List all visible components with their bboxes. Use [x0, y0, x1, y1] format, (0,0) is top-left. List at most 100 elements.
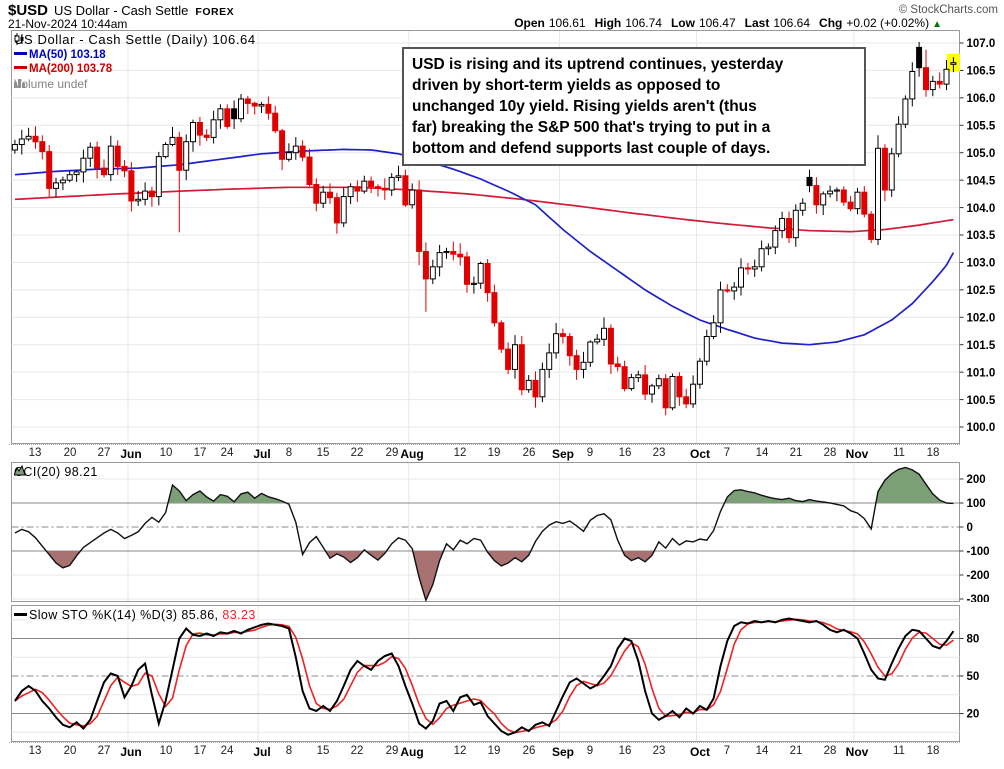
week-axis-label: 18: [926, 745, 940, 757]
week-axis-label: 24: [220, 745, 234, 757]
week-axis-label: 20: [63, 745, 77, 757]
week-axis-label: 16: [618, 745, 632, 757]
week-axis-label: 29: [385, 447, 399, 459]
week-axis-label: 21: [789, 447, 803, 459]
cci-area-icon: [14, 465, 26, 476]
week-axis-label: 22: [350, 745, 364, 757]
low-value: 106.47: [698, 16, 736, 30]
week-axis-label: 7: [723, 447, 731, 459]
svg-text:0: 0: [967, 522, 973, 534]
svg-text:103.5: 103.5: [967, 230, 996, 242]
date-axis-divider: [9, 742, 960, 743]
svg-text:200: 200: [967, 474, 986, 486]
week-axis-label: 20: [63, 447, 77, 459]
week-axis-label: 19: [487, 447, 501, 459]
chg-label: Chg: [819, 16, 843, 30]
ma50-legend-label: MA(50) 103.18: [29, 48, 106, 61]
date-axis-bottom: 13 20 27 Jun 10 17 24 Jul 8 15 22 29 Aug 12 19 26 Sep 9 16…: [0, 742, 1004, 759]
week-axis-label: 13: [28, 745, 42, 757]
volume-bars-icon: [14, 78, 25, 88]
sto-line-icon: [14, 613, 27, 617]
month-axis-label: Nov: [845, 447, 869, 461]
svg-text:101.5: 101.5: [967, 340, 996, 352]
ma50-line: [14, 148, 955, 346]
week-axis-label: 27: [97, 745, 111, 757]
week-axis-label: 27: [97, 447, 111, 459]
week-axis-label: 15: [316, 447, 330, 459]
week-axis-label: 9: [586, 447, 594, 459]
candlestick-icon: [14, 33, 24, 45]
svg-text:100.5: 100.5: [967, 395, 996, 407]
week-axis-label: 26: [522, 447, 536, 459]
svg-text:102.5: 102.5: [967, 285, 996, 297]
month-axis-label: Nov: [845, 745, 869, 759]
symbol-label: $USD: [8, 2, 49, 19]
month-axis-label: Aug: [400, 745, 424, 759]
sto-legend: Slow STO %K(14) %D(3) 85.86, 83.23: [14, 608, 256, 622]
chart-header: $USD US Dollar - Cash Settle FOREX: [8, 2, 234, 20]
main-legend-title: US Dollar - Cash Settle (Daily) 106.64: [14, 32, 256, 47]
week-axis-label: 16: [618, 447, 632, 459]
svg-text:100: 100: [967, 498, 986, 510]
sto-k-line: [14, 617, 955, 736]
svg-text:102.0: 102.0: [967, 312, 996, 324]
ma200-line-icon: [14, 66, 27, 70]
svg-text:-200: -200: [967, 570, 990, 582]
week-axis-label: 10: [159, 745, 173, 757]
week-axis-label: 17: [193, 447, 207, 459]
month-axis-label: Oct: [689, 745, 710, 759]
month-axis-label: Sep: [551, 745, 574, 759]
svg-text:104.0: 104.0: [967, 203, 996, 215]
month-axis-label: Jul: [253, 745, 271, 759]
ohlc-quote-row: Open 106.61 High 106.74 Low 106.47 Last 106.64 C…: [514, 16, 942, 30]
ma200-legend-label: MA(200) 103.78: [29, 63, 113, 75]
week-axis-label: 18: [926, 447, 940, 459]
svg-text:107.0: 107.0: [967, 38, 996, 50]
cci-indicator-panel: 200 100 0 -100 -200 -300: [11, 462, 990, 602]
week-axis-label: 24: [220, 447, 234, 459]
week-axis-label: 14: [755, 447, 769, 459]
week-axis-label: 15: [316, 745, 330, 757]
week-axis-label: 8: [285, 745, 293, 757]
date-axis-top: 13 20 27 Jun 10 17 24 Jul 8 15 22 29 Aug 12 19 26 Sep 9 16…: [0, 444, 1004, 461]
cci-legend: CCI(20) 98.21: [14, 465, 98, 479]
last-value: 106.64: [773, 16, 811, 30]
last-label: Last: [744, 16, 770, 30]
stochastic-indicator-panel: 80 50 20: [11, 605, 980, 742]
week-axis-label: 29: [385, 745, 399, 757]
exchange-label: FOREX: [195, 6, 235, 18]
week-axis-label: 23: [652, 447, 666, 459]
volume-legend-label: Volume undef: [14, 76, 88, 91]
svg-text:101.0: 101.0: [967, 367, 996, 379]
week-axis-label: 21: [789, 745, 803, 757]
date-axis-divider: [9, 444, 960, 445]
month-axis-label: Jun: [120, 745, 142, 759]
svg-text:106.5: 106.5: [967, 66, 996, 78]
month-axis-label: Oct: [689, 447, 710, 461]
main-chart-legend: US Dollar - Cash Settle (Daily) 106.64 M…: [14, 32, 256, 91]
instrument-name: US Dollar - Cash Settle: [54, 3, 189, 18]
chg-up-arrow-icon: ▲: [932, 19, 942, 30]
svg-text:105.5: 105.5: [967, 120, 996, 132]
week-axis-label: 28: [823, 447, 837, 459]
svg-text:50: 50: [967, 671, 980, 683]
high-label: High: [594, 16, 622, 30]
week-axis-label: 19: [487, 745, 501, 757]
week-axis-label: 11: [893, 447, 905, 459]
stockcharts-copyright: © StockCharts.com: [898, 4, 998, 16]
week-axis-label: 12: [453, 745, 467, 757]
week-axis-label: 11: [893, 745, 905, 757]
open-value: 106.61: [548, 16, 586, 30]
svg-text:103.0: 103.0: [967, 258, 996, 270]
month-axis-label: Jun: [120, 447, 142, 461]
svg-text:104.5: 104.5: [967, 175, 996, 187]
annotation-box: USD is rising and its uptrend continues,…: [402, 47, 866, 166]
cci-line: [14, 466, 954, 602]
sto-legend-label-d: 83.23: [222, 608, 256, 622]
svg-text:-100: -100: [967, 546, 990, 558]
chart-datetime: 21-Nov-2024 10:44am: [8, 17, 128, 31]
week-axis-label: 22: [350, 447, 364, 459]
week-axis-label: 8: [285, 447, 293, 459]
svg-text:100.0: 100.0: [967, 422, 996, 434]
